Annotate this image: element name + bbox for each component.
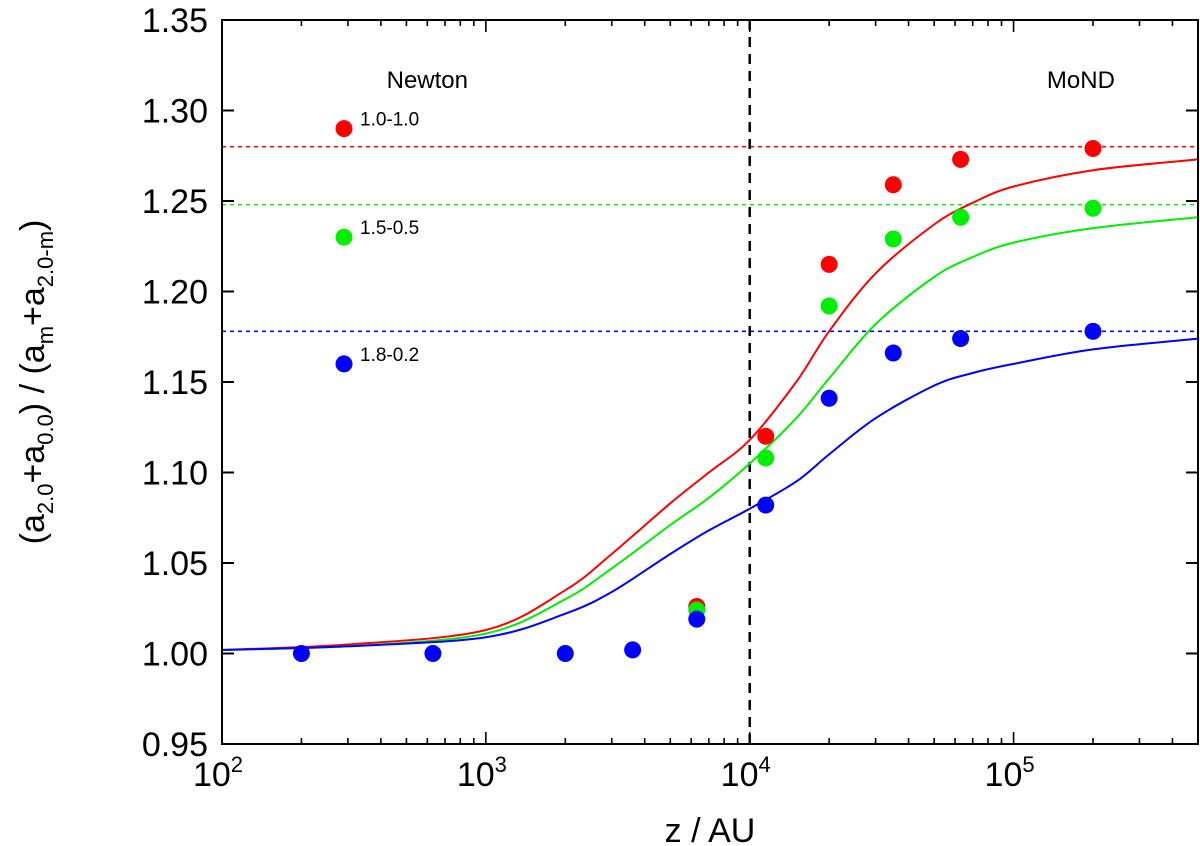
y-tick-label-1: 1.00 (142, 636, 208, 674)
reference-lines (222, 20, 1198, 744)
data-point-2-3 (624, 641, 642, 659)
data-point-1-5 (1084, 199, 1102, 217)
data-point-0-5 (1084, 140, 1102, 158)
legend-label-0: 1.0-1.0 (360, 110, 419, 131)
model-curve-1 (221, 216, 1199, 651)
legend-marker-1 (335, 228, 353, 246)
data-point-2-5 (757, 496, 775, 514)
data-point-1-4 (952, 208, 970, 226)
y-axis-label: (a2.0+a0.0) / (am+a2.0-m) (14, 220, 58, 545)
y-tick-label-7: 1.30 (142, 93, 208, 131)
model-curve-2 (221, 337, 1199, 651)
y-tick-label-3: 1.10 (142, 455, 208, 493)
data-points (292, 140, 1102, 662)
data-point-1-2 (820, 297, 838, 315)
model-curve-0 (221, 158, 1199, 651)
data-point-2-4 (688, 610, 706, 628)
data-point-2-2 (556, 645, 574, 662)
x-tick-label-1: 103 (457, 752, 507, 794)
data-point-2-0 (292, 645, 310, 662)
data-point-0-3 (884, 176, 902, 194)
region-label-1: MoND (1047, 67, 1115, 94)
data-point-2-6 (820, 389, 838, 407)
legend-marker-2 (335, 355, 353, 373)
data-point-0-1 (757, 427, 775, 445)
annotations: z / AU (a2.0+a0.0) / (am+a2.0-m) Newton M… (14, 67, 1115, 846)
y-tick-label-6: 1.25 (142, 183, 208, 221)
x-tick-label-3: 105 (985, 752, 1035, 794)
y-tick-label-2: 1.05 (142, 545, 208, 583)
legend-marker-0 (335, 120, 353, 138)
data-point-2-7 (884, 344, 902, 362)
y-tick-label-5: 1.20 (142, 274, 208, 312)
y-tick-label-0: 0.95 (142, 726, 208, 764)
data-point-0-4 (952, 150, 970, 168)
legend-label-1: 1.5-0.5 (360, 218, 419, 239)
data-point-2-9 (1084, 322, 1102, 340)
data-point-1-1 (757, 449, 775, 467)
y-tick-label-4: 1.15 (142, 364, 208, 402)
x-axis-label: z / AU (665, 812, 756, 846)
legend-label-2: 1.8-0.2 (360, 345, 419, 366)
data-point-1-3 (884, 230, 902, 248)
x-tick-label-0: 102 (193, 752, 243, 794)
data-point-2-1 (424, 645, 442, 662)
data-point-0-2 (820, 255, 838, 273)
region-label-0: Newton (387, 67, 468, 94)
data-point-2-8 (952, 330, 970, 348)
x-tick-label-2: 104 (721, 752, 771, 794)
axis-ticks: 0.95 1.00 1.05 1.10 1.15 1.20 1.25 1.30 1.35 102 1… (142, 2, 1199, 794)
y-tick-label-8: 1.35 (142, 2, 208, 40)
